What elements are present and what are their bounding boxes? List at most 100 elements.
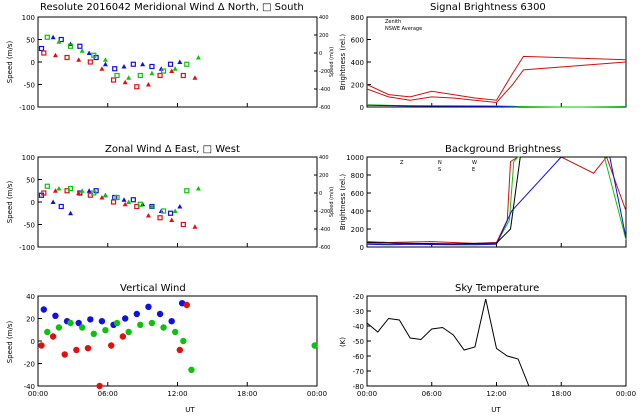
merid-point-blue [140, 61, 146, 67]
signal-legend-average: NSWE Average [385, 26, 422, 32]
zonal-point-blue [50, 199, 56, 204]
vertical-wind-title: Vertical Wind [120, 283, 186, 294]
vertical-point-red [49, 333, 57, 340]
background-brightness-title: Background Brightness [445, 144, 561, 155]
skytemp-xtick-label: 06:00 [422, 390, 442, 398]
vertical-point-blue [133, 310, 141, 318]
zonal-point-green [67, 185, 74, 192]
zonal-point-red [76, 190, 82, 195]
zonal-point-red [192, 224, 198, 229]
vertical-ytick-label: 40 [26, 293, 35, 301]
merid-point-green [44, 34, 50, 40]
meridional-wind-title: Resolute 2016042 Meridional Wind Δ North… [40, 2, 304, 13]
merid-point-red [41, 50, 47, 56]
zonal-point-green [149, 204, 155, 209]
zonal-point-red [180, 221, 186, 228]
vertical-point-green [180, 337, 187, 345]
signal-ytick-label: 800 [351, 14, 364, 22]
zonal-point-green [184, 188, 190, 194]
zonal-point-red [169, 217, 175, 222]
background-series-black [366, 156, 626, 245]
skytemp-ytick-label: -80 [353, 383, 364, 391]
merid-ytick-label: 0 [31, 59, 35, 67]
merid-point-red [180, 72, 186, 79]
merid-frame [37, 16, 318, 108]
vertical-point-blue [87, 316, 94, 323]
merid-point-green [184, 61, 190, 67]
vertical-point-green [188, 366, 195, 373]
merid-y2tick-label: 0 [319, 51, 322, 57]
vertical-point-blue [40, 306, 48, 313]
merid-point-blue [121, 64, 127, 69]
sky-temperature-xlabel: UT [491, 406, 501, 414]
vertical-point-green [102, 327, 109, 334]
merid-point-red [169, 68, 175, 73]
zonal-point-red [157, 215, 163, 221]
vertical-point-green [125, 328, 132, 336]
vertical-frame [37, 295, 318, 387]
zonal-point-green [79, 188, 85, 193]
vertical-point-red [84, 345, 92, 352]
merid-point-blue [167, 61, 174, 67]
signal-series-red2 [366, 61, 627, 104]
merid-point-blue [77, 43, 83, 49]
vertical-xtick-label: 12:00 [167, 390, 187, 398]
signal-ytick-label: 200 [351, 82, 364, 90]
bg-legend-z: Z [400, 160, 404, 166]
signal-brightness-chart: Signal Brightness 6300 Brightness (rel.)… [339, 2, 627, 112]
vertical-point-green [160, 324, 167, 331]
background-ytick-label: 0 [360, 244, 364, 252]
vertical-point-red [183, 301, 190, 309]
vertical-point-green [44, 328, 51, 336]
zonal-point-green [102, 192, 108, 198]
merid-point-red [157, 72, 163, 79]
zonal-point-green [114, 194, 120, 201]
sky-temperature-ylabel: (K) [339, 337, 347, 347]
merid-point-blue [130, 61, 136, 67]
bg-legend-w: W [472, 160, 477, 166]
zonal-point-blue [177, 204, 183, 209]
zonal-point-green [195, 186, 201, 191]
merid-y2tick-label: 200 [319, 33, 329, 39]
merid-y2tick-label: -200 [319, 69, 330, 75]
skytemp-ytick-label: -50 [353, 338, 364, 346]
zonal-wind-ylabel: Speed (m/s) [6, 181, 14, 224]
signal-ytick-label: 0 [360, 104, 364, 112]
skytemp-xtick-label: 00:00 [357, 390, 377, 398]
background-ytick-label: 200 [351, 226, 364, 234]
vertical-point-blue [168, 318, 175, 325]
skytemp-xtick-label: 18:00 [551, 390, 571, 398]
zonal-point-green [137, 201, 143, 207]
merid-point-blue [86, 50, 92, 55]
vertical-point-green [90, 330, 98, 337]
vertical-point-red [96, 382, 103, 390]
merid-y2tick-label: -400 [319, 87, 330, 93]
zonal-y2tick-label: -600 [319, 245, 330, 251]
vertical-xtick-label: 06:00 [98, 390, 118, 398]
merid-point-red [64, 54, 70, 61]
zonal-point-red [52, 188, 58, 193]
zonal-point-blue [121, 197, 127, 202]
vertical-point-green [113, 319, 121, 327]
merid-point-blue [149, 63, 155, 70]
merid-point-green [137, 72, 143, 79]
merid-point-red [192, 75, 198, 80]
zonal-point-green [56, 186, 62, 191]
background-brightness-chart: Background Brightness Brightness (rel.) … [339, 144, 627, 252]
vertical-point-blue [98, 318, 106, 325]
merid-point-green [195, 55, 201, 60]
vertical-point-blue [121, 315, 129, 322]
merid-point-red [87, 59, 93, 65]
merid-point-red [145, 82, 151, 87]
skytemp-ytick-label: -60 [353, 353, 364, 361]
background-series-red [366, 155, 627, 244]
vertical-point-red [61, 351, 68, 358]
zonal-point-green [172, 208, 178, 213]
zonal-ytick-label: 50 [26, 177, 35, 185]
vertical-wind-xlabel: UT [185, 406, 195, 414]
vertical-point-green [55, 324, 63, 331]
signal-series-red1 [366, 55, 627, 101]
signal-brightness-title: Signal Brightness 6300 [430, 2, 546, 13]
merid-ytick-label: -50 [24, 82, 35, 90]
